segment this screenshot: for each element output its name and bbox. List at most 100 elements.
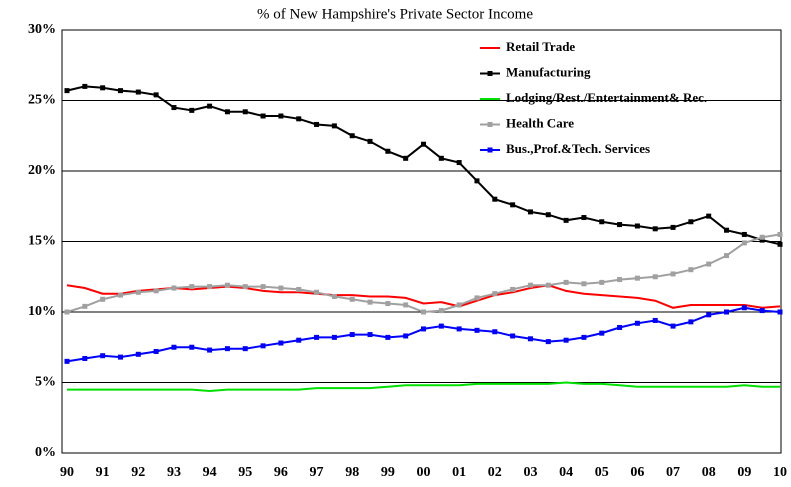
series-marker: [545, 339, 551, 345]
series-marker: [296, 337, 302, 343]
x-tick-label: 01: [452, 465, 466, 480]
series-marker: [688, 319, 694, 325]
y-tick-label: 15%: [28, 234, 56, 249]
series-marker: [599, 330, 605, 336]
series-marker: [153, 288, 159, 294]
series-marker: [153, 92, 159, 98]
series-marker: [777, 231, 783, 237]
series-marker: [135, 89, 141, 95]
series-marker: [385, 301, 391, 307]
series-marker: [456, 160, 462, 166]
series-marker: [367, 138, 373, 144]
series-marker: [563, 217, 569, 223]
series-marker: [706, 312, 712, 318]
series-marker: [314, 334, 320, 340]
series-marker: [421, 141, 426, 147]
y-tick-label: 25%: [28, 93, 56, 108]
legend-label: Bus.,Prof.&Tech. Services: [506, 141, 650, 156]
series-marker: [492, 291, 498, 297]
series-marker: [242, 284, 248, 290]
series-marker: [135, 289, 141, 295]
series-marker: [759, 234, 765, 240]
series-marker: [224, 282, 230, 288]
plot-frame: [61, 29, 782, 454]
series-line: [66, 85, 781, 246]
x-tick-label: 09: [737, 465, 751, 480]
series-marker: [349, 332, 355, 338]
series-marker: [278, 340, 284, 346]
series-marker: [510, 286, 516, 292]
x-tick-label: 00: [417, 465, 431, 480]
series-marker: [438, 155, 444, 161]
series-line: [67, 381, 780, 393]
series-marker: [331, 334, 337, 340]
series-marker: [474, 327, 480, 333]
series-marker: [296, 116, 302, 122]
x-tick-label: 06: [630, 465, 644, 480]
series-marker: [314, 121, 320, 127]
series-marker: [741, 240, 747, 246]
series-marker: [117, 88, 123, 94]
x-tick-label: 96: [274, 465, 288, 480]
series-marker: [510, 333, 516, 339]
series-marker: [634, 320, 640, 326]
series-marker: [278, 113, 284, 119]
series-marker: [421, 309, 426, 315]
series-marker: [599, 219, 605, 225]
series-marker: [474, 295, 480, 301]
series-marker: [581, 334, 587, 340]
series-marker: [403, 155, 409, 161]
series-marker: [634, 275, 640, 281]
series-marker: [438, 308, 444, 314]
legend-label: Retail Trade: [506, 39, 575, 54]
series-marker: [617, 277, 623, 283]
x-tick-label: 03: [523, 465, 537, 480]
x-tick-label: 02: [488, 465, 502, 480]
series-marker: [492, 196, 498, 202]
series-marker: [581, 281, 587, 287]
series-marker: [278, 285, 284, 291]
x-tick-label: 08: [702, 465, 716, 480]
series-marker: [617, 325, 623, 331]
series-marker: [688, 267, 694, 273]
series-marker: [403, 302, 409, 308]
series-marker: [563, 337, 569, 343]
series-marker: [688, 219, 694, 225]
y-tick-label: 10%: [28, 304, 56, 319]
series-marker: [153, 348, 159, 354]
x-tick-label: 93: [167, 465, 181, 480]
series-marker: [706, 261, 712, 267]
legend-marker: [487, 71, 493, 76]
series-marker: [367, 299, 373, 305]
x-tick-label: 98: [345, 465, 359, 480]
series-marker: [100, 353, 106, 359]
series-marker: [207, 284, 213, 290]
series-marker: [117, 354, 123, 360]
series-marker: [117, 292, 123, 298]
series-marker: [706, 213, 712, 219]
series-marker: [652, 274, 658, 280]
x-tick-label: 92: [131, 465, 145, 480]
series-marker: [82, 303, 88, 309]
series-marker: [224, 346, 230, 352]
series-marker: [724, 227, 730, 233]
series-marker: [724, 253, 730, 259]
series-marker: [385, 148, 391, 154]
series-marker: [64, 88, 70, 94]
series-marker: [670, 323, 676, 329]
series-marker: [314, 289, 320, 295]
series-marker: [527, 282, 533, 288]
series-marker: [759, 237, 765, 243]
series-marker: [777, 241, 783, 247]
x-tick-label: 99: [381, 465, 395, 480]
series-marker: [207, 347, 213, 353]
series-marker: [189, 344, 195, 350]
legend-marker: [487, 147, 493, 153]
series-marker: [64, 309, 70, 315]
series-marker: [82, 356, 88, 362]
legend-label: Health Care: [506, 115, 574, 130]
x-tick-label: 97: [310, 465, 324, 480]
series-marker: [510, 202, 516, 208]
y-tick-label: 30%: [28, 22, 56, 37]
